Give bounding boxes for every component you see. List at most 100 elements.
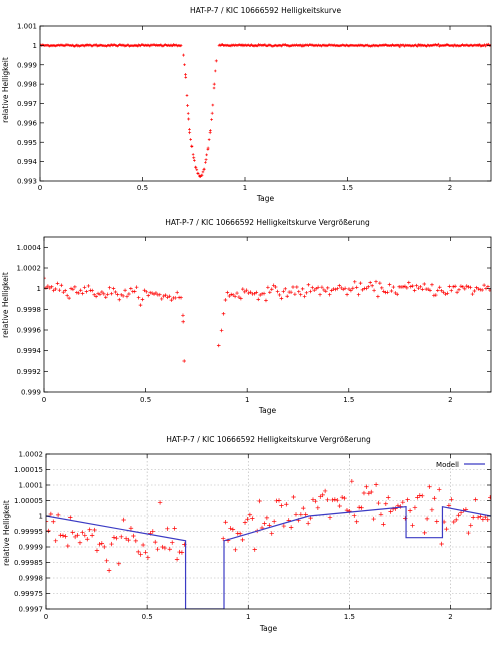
data-point — [160, 544, 165, 550]
data-point — [177, 549, 182, 555]
data-point — [325, 286, 330, 290]
data-point — [204, 161, 207, 164]
data-points — [40, 42, 491, 178]
data-point — [291, 285, 295, 289]
data-point — [44, 276, 46, 280]
data-point — [296, 289, 301, 294]
data-point — [410, 523, 415, 528]
data-point — [308, 515, 313, 521]
data-point — [472, 289, 477, 293]
data-point — [262, 291, 266, 296]
y-tick-label: 0.996 — [17, 119, 38, 127]
data-point — [405, 286, 409, 290]
data-point — [354, 519, 359, 524]
data-point — [85, 537, 90, 542]
data-point — [352, 513, 357, 518]
x-tick-label: 0.5 — [137, 184, 148, 192]
data-point — [366, 284, 371, 289]
data-point — [447, 284, 452, 289]
data-point — [387, 282, 392, 287]
data-point — [360, 288, 365, 292]
y-tick-label: 1 — [37, 285, 41, 293]
data-point — [190, 145, 194, 148]
data-point — [271, 283, 276, 288]
data-point — [210, 118, 213, 121]
data-point — [285, 294, 290, 299]
data-point — [106, 568, 112, 573]
data-point — [487, 495, 491, 500]
data-point — [75, 533, 80, 538]
data-point — [369, 489, 374, 495]
chart-title: HAT-P-7 / KIC 10666592 Helligkeitskurve … — [166, 435, 371, 444]
data-point — [111, 535, 117, 540]
data-point — [138, 552, 143, 557]
data-point — [121, 294, 125, 298]
x-tick-label: 1 — [246, 613, 250, 621]
data-point — [332, 497, 338, 502]
data-point — [432, 293, 436, 298]
data-point — [426, 287, 430, 291]
data-point — [84, 289, 89, 294]
data-point — [466, 530, 471, 536]
data-point — [483, 514, 488, 520]
data-point — [468, 523, 473, 528]
x-tick-label: 1 — [243, 184, 247, 192]
data-point — [46, 284, 50, 288]
data-point — [351, 286, 355, 291]
data-point — [169, 298, 174, 302]
data-point — [361, 490, 367, 496]
data-point — [405, 497, 410, 502]
data-point — [126, 537, 131, 543]
data-point — [414, 283, 419, 288]
data-point — [455, 290, 459, 295]
data-point — [133, 538, 139, 544]
data-point — [96, 291, 100, 296]
data-point — [181, 313, 185, 318]
data-point — [305, 521, 311, 526]
x-tick-label: 0.5 — [140, 396, 151, 404]
data-point — [70, 530, 75, 535]
data-point — [109, 541, 114, 547]
x-tick-label: 2 — [448, 613, 452, 621]
data-point — [229, 292, 234, 297]
data-point — [237, 295, 241, 299]
data-point — [437, 487, 442, 492]
data-point — [403, 284, 407, 289]
y-tick-label: 0.999 — [21, 389, 41, 397]
data-point — [119, 534, 124, 540]
data-point — [241, 287, 245, 291]
data-point — [314, 286, 318, 291]
data-point — [284, 502, 289, 507]
data-point — [408, 284, 413, 289]
data-point — [72, 534, 78, 540]
data-point — [468, 285, 473, 290]
data-point — [159, 297, 164, 301]
data-point — [482, 283, 486, 287]
data-point — [415, 495, 420, 500]
data-point — [444, 526, 449, 532]
data-point — [293, 292, 297, 296]
data-point — [293, 512, 299, 517]
data-point — [61, 290, 66, 294]
y-tick-label: 0.9999 — [19, 544, 44, 552]
data-point — [356, 292, 361, 297]
data-point — [162, 545, 168, 551]
x-tick-label: 1.5 — [343, 396, 354, 404]
data-point — [174, 557, 180, 562]
data-point — [364, 286, 369, 291]
data-point — [235, 291, 239, 295]
data-point — [381, 522, 386, 527]
data-point — [345, 292, 349, 297]
data-point — [310, 497, 316, 502]
data-point — [182, 359, 186, 363]
data-point — [146, 293, 151, 298]
data-point — [370, 283, 374, 288]
data-point — [459, 284, 463, 288]
data-point — [274, 498, 279, 504]
data-point — [98, 292, 102, 297]
data-point — [158, 292, 162, 297]
data-point — [46, 519, 49, 524]
data-point — [80, 530, 85, 535]
data-point — [136, 295, 141, 300]
data-point — [214, 59, 218, 63]
